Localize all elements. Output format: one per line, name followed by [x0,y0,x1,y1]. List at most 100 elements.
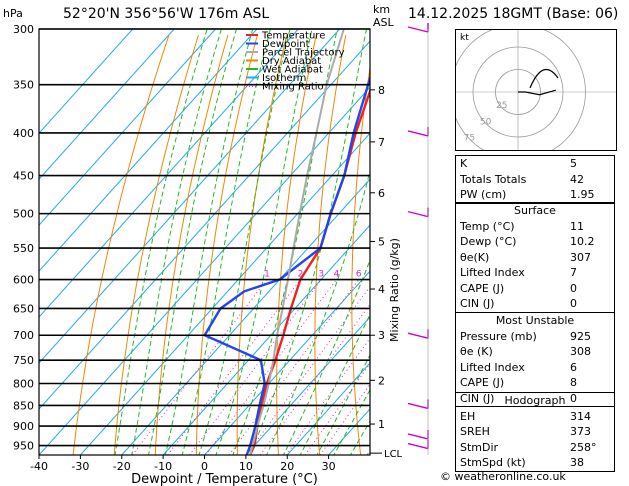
mixing-ratio-line [167,279,301,455]
dry-adiabat [314,34,347,455]
km-tick-label: 4 [378,283,385,296]
mu-row: Lifted Index 6 [460,360,577,374]
isotherm-line [39,29,341,364]
legend-label: Isotherm [262,73,306,84]
hodograph-table: Hodograph EH 314 SREH 373 StmDir 258° StmSp… [455,392,615,472]
legend-label: Wet Adiabat [262,65,323,76]
wind-barb [407,442,429,450]
mixing-ratio-label: 2 [298,270,304,280]
hodograph-ring-label: 50 [480,117,492,127]
wet-adiabat [299,313,370,455]
mixing-ratio-line [132,279,268,455]
location-title: 52°20'N 356°56'W 176m ASL [63,6,270,22]
pressure-tick-label: 850 [13,399,34,412]
x-axis-label: Dewpoint / Temperature (°C) [131,472,318,486]
hodograph-ring [450,24,586,160]
most-unstable-title: Most Unstable [495,314,575,327]
hodograph-plot: 25 50 75 kt [450,24,616,160]
wet-adiabat [131,29,222,455]
x-tick-label: -30 [71,460,89,473]
pressure-tick-label: 400 [13,127,34,140]
hodograph-ring-label: 75 [464,134,475,144]
pressure-tick-label: 300 [13,23,34,36]
wind-barb [407,26,429,33]
wet-adiabat [181,29,271,455]
hodo-row: EH 314 [460,409,591,423]
series-dewpoint [202,74,370,455]
x-tick-label: 10 [239,460,253,473]
pressure-tick-label: 900 [13,420,34,433]
surface-row: θe(K) 307 [460,250,591,264]
index-row-pw: PW (cm) 1.95 [456,187,614,203]
hodo-row: SREH 373 [460,425,591,438]
isotherm-line [39,40,370,410]
isotherm-line [39,29,175,180]
surface-table: Surface Temp (°C) 11 Dewp (°C) 10.2 θe(K) 3… [455,202,615,313]
wind-barb [407,433,429,440]
isotherm-line [80,132,370,455]
isotherm-line [39,29,134,134]
pressure-tick-label: 450 [13,170,34,183]
dry-adiabat [276,34,317,455]
km-tick-label: 8 [378,84,385,97]
mu-row: θe (K) 308 [460,345,591,358]
pressure-tick-label: 350 [13,79,34,92]
legend-label: Mixing Ratio [262,82,324,93]
mixing-ratio-axis-label: Mixing Ratio (g/kg) [388,238,401,342]
mixing-ratio-label: 1 [264,270,270,280]
mixing-ratio-line [259,303,370,455]
mu-row: Pressure (mb) 925 [460,329,591,343]
mu-row: CAPE (J) 8 [460,376,577,389]
km-tick-label: 6 [378,187,385,200]
mixing-ratio-label: 8 [372,270,378,280]
wet-adiabat [333,388,370,455]
isotherm-line [39,29,258,272]
pressure-tick-label: 500 [13,208,34,221]
hodograph-arc [529,68,559,89]
km-tick-label: 5 [378,235,385,248]
dry-adiabat [113,34,199,455]
index-label: K [460,157,468,170]
pressure-tick-label: 800 [13,378,34,391]
km-tick-label: 2 [378,374,385,387]
pressure-tick-label: 550 [13,242,34,255]
hodograph-ring-label: 25 [496,101,507,111]
surface-row: CIN (J) 0 [460,297,577,310]
most-unstable-table: Most Unstable Pressure (mb) 925 θe (K) 308… [455,312,615,407]
dry-adiabat [422,35,443,455]
x-tick-label: 20 [280,460,294,473]
legend-label: Dewpoint [262,39,310,50]
surface-row: CAPE (J) 0 [460,281,577,295]
mixing-ratio-label: 20 [425,270,437,280]
isotherm-line [39,29,299,318]
asl-unit-label: ASL [373,16,394,29]
hodograph-panel: 25 50 75 kt [450,24,617,160]
surface-row: Lifted Index 7 [460,266,577,279]
index-row-tt: Totals Totals 42 [456,172,614,188]
km-tick-label: 7 [378,136,385,149]
hpa-unit-label: hPa [3,7,23,20]
dry-adiabat [72,34,170,455]
hodograph-unit-label: kt [460,33,469,43]
pressure-tick-label: 700 [13,329,34,342]
km-tick-label: 3 [378,329,385,342]
x-tick-label: -40 [30,460,48,473]
copyright-text: © weatheronline.co.uk [440,470,566,483]
surface-row: Dewp (°C) 10.2 [460,235,595,248]
legend-label: Dry Adiabat [262,56,321,67]
index-value: 5 [570,157,577,170]
pressure-tick-label: 950 [13,440,34,453]
index-value: 1.95 [570,188,595,201]
legend-label: Temperature [261,31,325,42]
km-tick-label: 1 [378,418,385,431]
legend-label: Parcel Trajectory [262,48,345,59]
x-tick-label: -10 [154,460,172,473]
dry-adiabat [351,64,370,455]
mixing-ratio-line [189,279,322,455]
surface-row: Temp (°C) 11 [460,219,584,233]
surface-title: Surface [514,204,556,217]
hodo-row: StmSpd (kt) 38 [460,456,584,469]
mixing-ratio-label: 6 [356,270,362,280]
